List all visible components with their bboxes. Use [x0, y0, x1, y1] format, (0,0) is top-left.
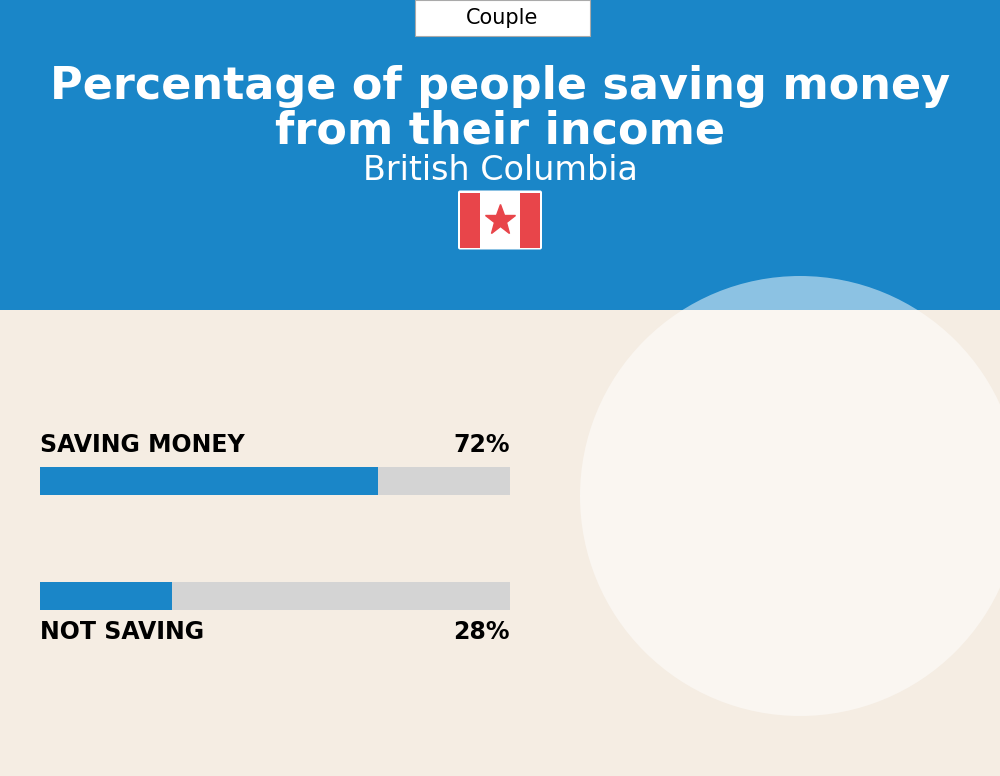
Bar	[40, 467, 378, 495]
FancyBboxPatch shape	[415, 0, 590, 36]
Text: British Columbia: British Columbia	[363, 154, 637, 188]
Polygon shape	[0, 310, 1000, 776]
Bar	[520, 192, 540, 248]
Text: Couple: Couple	[466, 8, 539, 28]
Bar	[40, 467, 510, 495]
Text: SAVING MONEY: SAVING MONEY	[40, 433, 245, 457]
Bar	[40, 582, 510, 610]
Bar	[40, 582, 172, 610]
Text: 72%: 72%	[454, 433, 510, 457]
Text: 28%: 28%	[454, 620, 510, 644]
FancyBboxPatch shape	[458, 190, 542, 250]
Text: NOT SAVING: NOT SAVING	[40, 620, 204, 644]
Text: Percentage of people saving money: Percentage of people saving money	[50, 64, 950, 108]
Polygon shape	[0, 310, 1000, 776]
Ellipse shape	[0, 195, 1000, 425]
Ellipse shape	[0, 195, 1000, 425]
Circle shape	[580, 276, 1000, 716]
Text: from their income: from their income	[275, 109, 725, 153]
Bar	[460, 192, 480, 248]
Polygon shape	[0, 0, 1000, 310]
